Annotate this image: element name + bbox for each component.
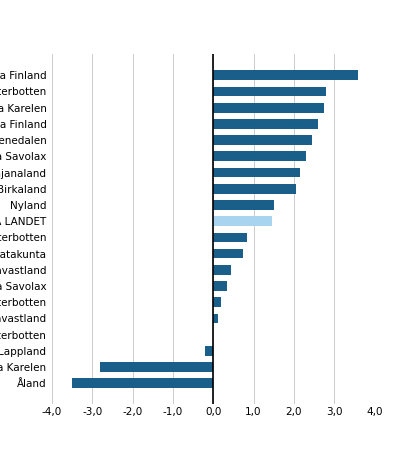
Bar [205,346,213,356]
Bar [213,135,312,145]
Bar [213,216,272,226]
Bar [213,281,227,291]
Bar [72,379,213,388]
Bar [213,265,231,275]
Bar [213,87,326,96]
Bar [100,362,213,372]
Bar [213,314,218,323]
Bar [213,103,324,113]
Bar [213,200,274,210]
Bar [213,119,318,129]
Bar [213,297,221,307]
Bar [213,249,243,258]
Bar [213,152,306,161]
Bar [213,168,300,178]
Bar [213,70,358,80]
Bar [213,232,248,242]
Bar [213,184,296,193]
